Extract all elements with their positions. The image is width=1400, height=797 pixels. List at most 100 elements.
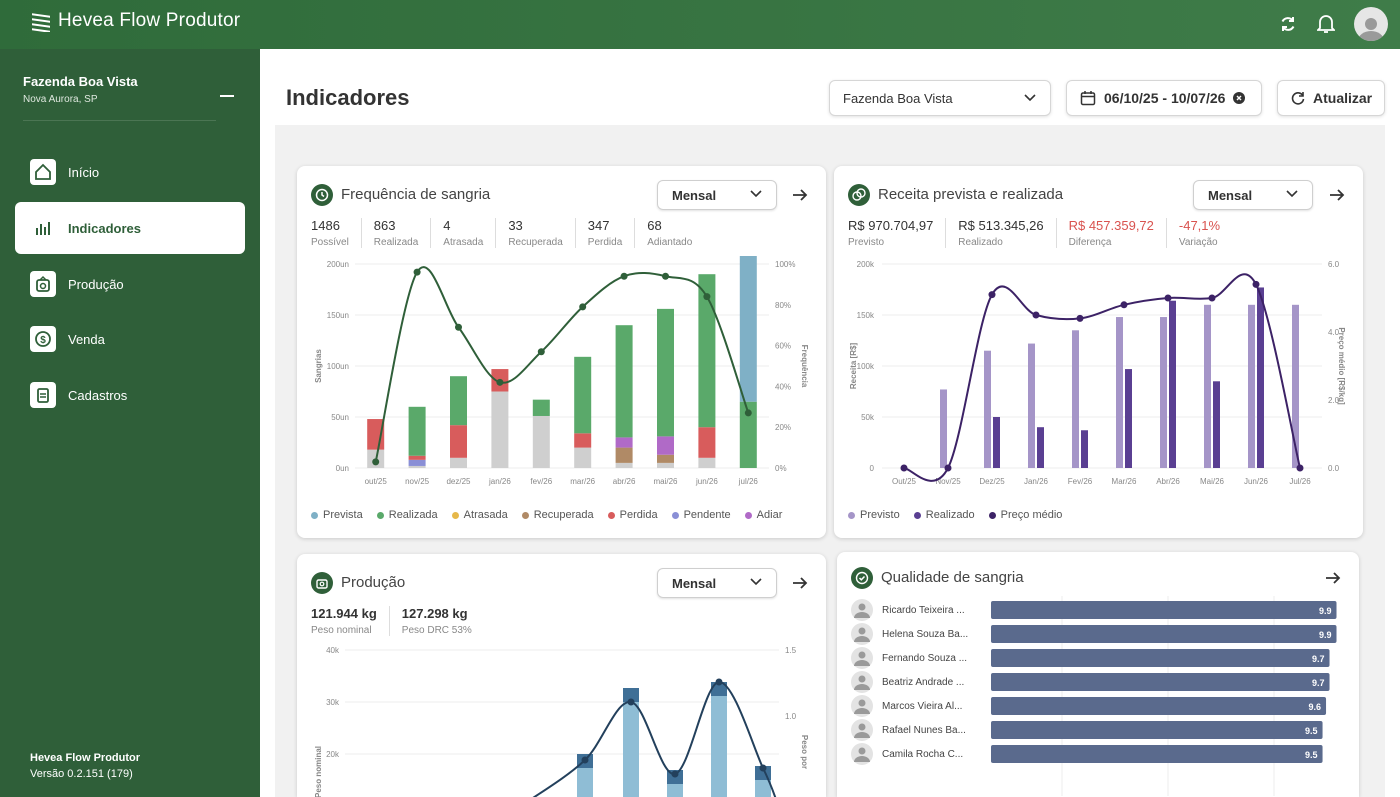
bar-outros <box>657 462 674 468</box>
bar-realizado <box>993 417 1000 468</box>
bar-production <box>711 682 727 797</box>
bar-previsto <box>1204 304 1211 468</box>
legend-item[interactable]: Preço médio <box>988 509 1062 521</box>
y-tick-label: 150un <box>327 311 349 320</box>
bar-adiar <box>657 436 674 455</box>
stat-label: Realizada <box>373 237 419 248</box>
frequency-card: Frequência de sangria Mensal 1486 Possíve… <box>297 166 826 538</box>
x-tick-label: Jun/26 <box>1244 477 1269 486</box>
line-point <box>1076 314 1084 322</box>
y-tick-label: 100k <box>857 362 875 371</box>
legend-item[interactable]: Realizada <box>376 509 438 521</box>
legend-item[interactable]: Perdida <box>607 509 658 521</box>
line-point <box>1252 280 1260 288</box>
y-axis-label: Sangrias <box>314 349 323 383</box>
period-value: Mensal <box>1208 187 1253 203</box>
line-point <box>715 678 723 686</box>
arrow-right-icon[interactable] <box>1328 186 1346 204</box>
line-point <box>627 698 635 706</box>
line-point <box>581 756 589 764</box>
y2-tick-label: 2.0 <box>1328 396 1340 405</box>
bar-realizada <box>698 274 716 428</box>
bar-previsto <box>984 350 991 468</box>
stat-label: Realizado <box>958 237 1003 248</box>
line-point <box>372 458 380 466</box>
clock-icon <box>311 184 333 206</box>
legend-item[interactable]: Adiar <box>744 509 782 521</box>
revenue-card: Receita prevista e realizada Mensal R$ 9… <box>834 166 1363 538</box>
sidebar-item-indicadores[interactable]: Indicadores <box>15 202 245 254</box>
y2-tick-label: 40% <box>775 382 791 391</box>
line-point <box>1120 301 1128 309</box>
y-tick-label: 100un <box>327 362 349 371</box>
y-tick-label: 200un <box>327 260 349 269</box>
stat-item: R$ 513.345,26 Realizado <box>945 218 1055 248</box>
chart-legend: Prevista Realizada Atrasada Recuperada P… <box>311 509 782 521</box>
sidebar-item-producao[interactable]: Produção <box>15 258 245 310</box>
period-value: Mensal <box>672 187 717 203</box>
legend-item[interactable]: Realizado <box>913 509 975 521</box>
bell-icon[interactable] <box>1316 14 1336 34</box>
farm-location: Nova Aurora, SP <box>23 94 98 105</box>
sidebar-item-label: Venda <box>68 331 105 347</box>
quality-score: 9.9 <box>1319 630 1332 640</box>
stat-label: Peso nominal <box>311 625 372 636</box>
person-name: Fernando Souza ... <box>882 653 967 664</box>
farm-select[interactable]: Fazenda Boa Vista <box>829 80 1051 116</box>
person-name: Ricardo Teixeira ... <box>882 605 965 616</box>
line-point <box>1296 464 1304 472</box>
brand-logo[interactable]: Hevea Flow Produtor <box>30 10 240 32</box>
legend-item[interactable]: Previsto <box>848 509 900 521</box>
period-dropdown[interactable]: Mensal <box>1193 180 1313 210</box>
y2-tick-label: 20% <box>775 423 791 432</box>
sidebar-item-venda[interactable]: $ Venda <box>15 313 245 365</box>
sidebar-item-inicio[interactable]: Início <box>15 146 245 198</box>
sidebar-item-label: Indicadores <box>68 220 141 236</box>
date-range-picker[interactable]: 06/10/25 - 10/07/26 <box>1066 80 1262 116</box>
brand-name: Hevea Flow Produtor <box>58 10 241 31</box>
legend-label: Atrasada <box>463 509 508 521</box>
frequency-chart: 0un 50un 100un 150un 200un 0% 20% 40% 60% 80% 100%… <box>314 256 809 486</box>
refresh-button[interactable]: Atualizar <box>1277 80 1385 116</box>
y2-tick-label: 1.0 <box>785 712 797 721</box>
legend-item[interactable]: Recuperada <box>521 509 594 521</box>
arrow-right-icon[interactable] <box>791 186 809 204</box>
stats-row: R$ 970.704,97 Previsto R$ 513.345,26 Reali… <box>848 218 1232 248</box>
bar-production <box>623 688 639 797</box>
x-tick-label: jan/26 <box>488 477 511 486</box>
person-name: Helena Souza Ba... <box>882 629 968 640</box>
legend-item[interactable]: Atrasada <box>451 509 508 521</box>
card-title: Produção <box>341 574 406 591</box>
production-card: Produção Mensal 121.944 kg Peso nominal 1… <box>297 554 826 797</box>
sync-icon[interactable] <box>1278 14 1298 34</box>
sidebar-item-cadastros[interactable]: Cadastros <box>15 369 245 421</box>
quality-chart: Ricardo Teixeira ... 9.9 Helena Souza Ba..… <box>851 596 1337 796</box>
y2-tick-label: 0.0 <box>1328 464 1340 473</box>
stat-label: Atrasada <box>443 237 484 248</box>
clear-icon[interactable] <box>1233 92 1246 104</box>
y-tick-label: 0 <box>870 464 875 473</box>
stat-label: Peso DRC 53% <box>401 625 472 636</box>
chevron-down-icon <box>1024 94 1036 102</box>
user-avatar[interactable] <box>1354 7 1388 41</box>
legend-label: Realizado <box>925 509 975 521</box>
y-tick-label: 50k <box>861 413 875 422</box>
stat-item: 68 Adiantado <box>634 218 704 248</box>
arrow-right-icon[interactable] <box>1324 569 1342 587</box>
legend-label: Realizada <box>388 509 438 521</box>
y2-tick-label: 4.0 <box>1328 328 1340 337</box>
legend-item[interactable]: Prevista <box>311 509 363 521</box>
x-tick-label: Out/25 <box>892 477 917 486</box>
person-avatar-head <box>858 747 866 755</box>
stat-label: Previsto <box>848 237 885 248</box>
period-dropdown[interactable]: Mensal <box>657 568 777 598</box>
stat-item: R$ 457.359,72 Diferença <box>1055 218 1166 248</box>
collapse-icon[interactable] <box>220 95 234 97</box>
arrow-right-icon[interactable] <box>791 574 809 592</box>
x-tick-label: Abr/26 <box>1156 477 1180 486</box>
frequency-line <box>374 266 750 463</box>
line-point <box>759 764 767 772</box>
legend-label: Perdida <box>619 509 658 521</box>
period-dropdown[interactable]: Mensal <box>657 180 777 210</box>
legend-item[interactable]: Pendente <box>671 509 731 521</box>
